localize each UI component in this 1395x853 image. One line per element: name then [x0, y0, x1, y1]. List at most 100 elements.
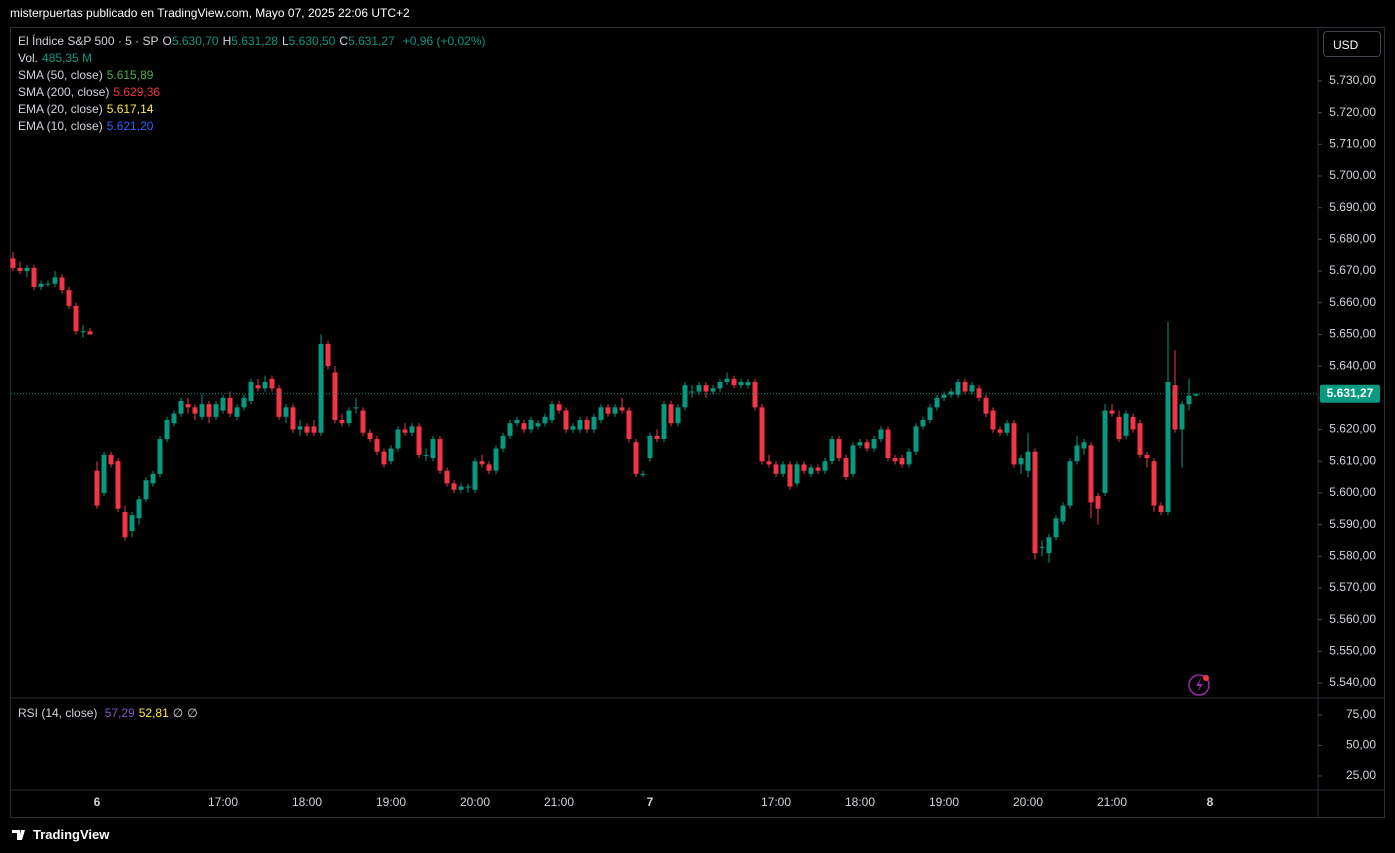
candle-body — [640, 473, 646, 475]
candle-body — [402, 429, 408, 433]
alert-icon[interactable] — [1188, 674, 1210, 696]
candle-body — [654, 435, 660, 440]
candle-body — [647, 435, 653, 459]
candle-body — [1004, 423, 1010, 433]
y-tick-label: 5.590,00 — [1329, 517, 1376, 531]
candle-body — [1074, 445, 1080, 462]
candle-body — [115, 461, 121, 509]
indicator-value: 5.615,89 — [106, 68, 154, 82]
candle-body — [241, 397, 247, 408]
candle-body — [1032, 451, 1038, 554]
indicator-value: 5.621,20 — [106, 119, 154, 133]
y-tick-label: 5.700,00 — [1329, 168, 1376, 182]
candle-body — [787, 464, 793, 487]
volume-legend: Vol. 485,35 M — [18, 50, 96, 67]
candle-body — [584, 420, 590, 430]
candle-body — [283, 407, 289, 417]
candle-body — [745, 381, 751, 386]
candle-body — [164, 420, 170, 440]
candle-body — [738, 381, 744, 386]
candle-body — [108, 454, 114, 465]
ohlc-value: 5.630,70 — [171, 34, 219, 48]
currency-button[interactable]: USD — [1323, 31, 1381, 57]
y-tick-label: 5.650,00 — [1329, 327, 1376, 341]
candle-body — [255, 385, 261, 389]
indicator-row: EMA (20, close) 5.617,14 — [18, 101, 157, 118]
indicator-value: 5.629,36 — [113, 85, 161, 99]
candle-body — [1025, 451, 1031, 471]
candle-body — [45, 283, 51, 285]
candle-body — [892, 458, 898, 462]
candle-body — [150, 473, 156, 484]
candle-body — [143, 480, 149, 500]
candle-body — [577, 420, 583, 430]
candle-body — [10, 258, 16, 268]
x-tick-label: 20:00 — [1013, 795, 1043, 809]
candle-body — [591, 416, 597, 430]
candle-body — [857, 442, 863, 446]
candle-body — [1095, 496, 1101, 509]
candle-body — [472, 461, 478, 490]
candle-body — [514, 420, 520, 424]
y-tick-label: 5.540,00 — [1329, 675, 1376, 689]
candle-body — [535, 423, 541, 427]
header: misterpuertas publicado en TradingView.c… — [10, 6, 410, 20]
candle-body — [430, 439, 436, 459]
rsi-value: ∅ — [172, 706, 184, 720]
candle-body — [199, 404, 205, 417]
candle-body — [493, 448, 499, 471]
y-tick-label: 5.690,00 — [1329, 200, 1376, 214]
candle-body — [1039, 546, 1045, 548]
candle-body — [542, 416, 548, 424]
candle-body — [1081, 442, 1087, 449]
candle-body — [1011, 423, 1017, 465]
y-tick-label: 5.570,00 — [1329, 580, 1376, 594]
candle-body — [1165, 381, 1171, 512]
candle-body — [815, 467, 821, 471]
candle-body — [353, 407, 359, 409]
candle-body — [507, 423, 513, 436]
candle-body — [1123, 413, 1129, 436]
candle-body — [752, 381, 758, 408]
candle-body — [556, 404, 562, 411]
candle-body — [297, 426, 303, 430]
indicator-name: EMA (10, close) — [18, 119, 103, 133]
candle-body — [206, 404, 212, 417]
x-tick-label: 18:00 — [292, 795, 322, 809]
candle-body — [969, 385, 975, 392]
candle-body — [486, 464, 492, 471]
candle-body — [661, 404, 667, 440]
indicator-name: EMA (20, close) — [18, 102, 103, 116]
volume-value: 485,35 M — [42, 51, 93, 65]
candle-body — [409, 426, 415, 433]
candle-body — [920, 420, 926, 427]
candle-body — [157, 439, 163, 474]
candle-body — [906, 451, 912, 465]
candle-body — [248, 381, 254, 402]
candle-body — [899, 458, 905, 465]
footer: TradingView — [33, 827, 110, 842]
candle-body — [73, 305, 79, 332]
y-tick-label: 5.580,00 — [1329, 548, 1376, 562]
candle-body — [346, 410, 352, 424]
y-tick-label: 5.610,00 — [1329, 453, 1376, 467]
candle-body — [269, 378, 275, 389]
ohlc-key: O — [162, 34, 172, 48]
candle-body — [38, 283, 44, 287]
candle-body — [185, 404, 191, 408]
candle-body — [794, 464, 800, 484]
y-tick-label: 5.710,00 — [1329, 136, 1376, 150]
candle-body — [1193, 393, 1199, 396]
candle-body — [801, 464, 807, 471]
volume-name: Vol. — [18, 51, 39, 65]
indicator-row: SMA (200, close) 5.629,36 — [18, 84, 164, 101]
candle-body — [360, 410, 366, 433]
candle-body — [955, 381, 961, 395]
candle-body — [626, 410, 632, 440]
candle-body — [332, 372, 338, 421]
rsi-tick-label: 75,00 — [1346, 707, 1376, 721]
candle-body — [668, 404, 674, 424]
candle-body — [696, 385, 702, 392]
x-tick-label: 17:00 — [761, 795, 791, 809]
